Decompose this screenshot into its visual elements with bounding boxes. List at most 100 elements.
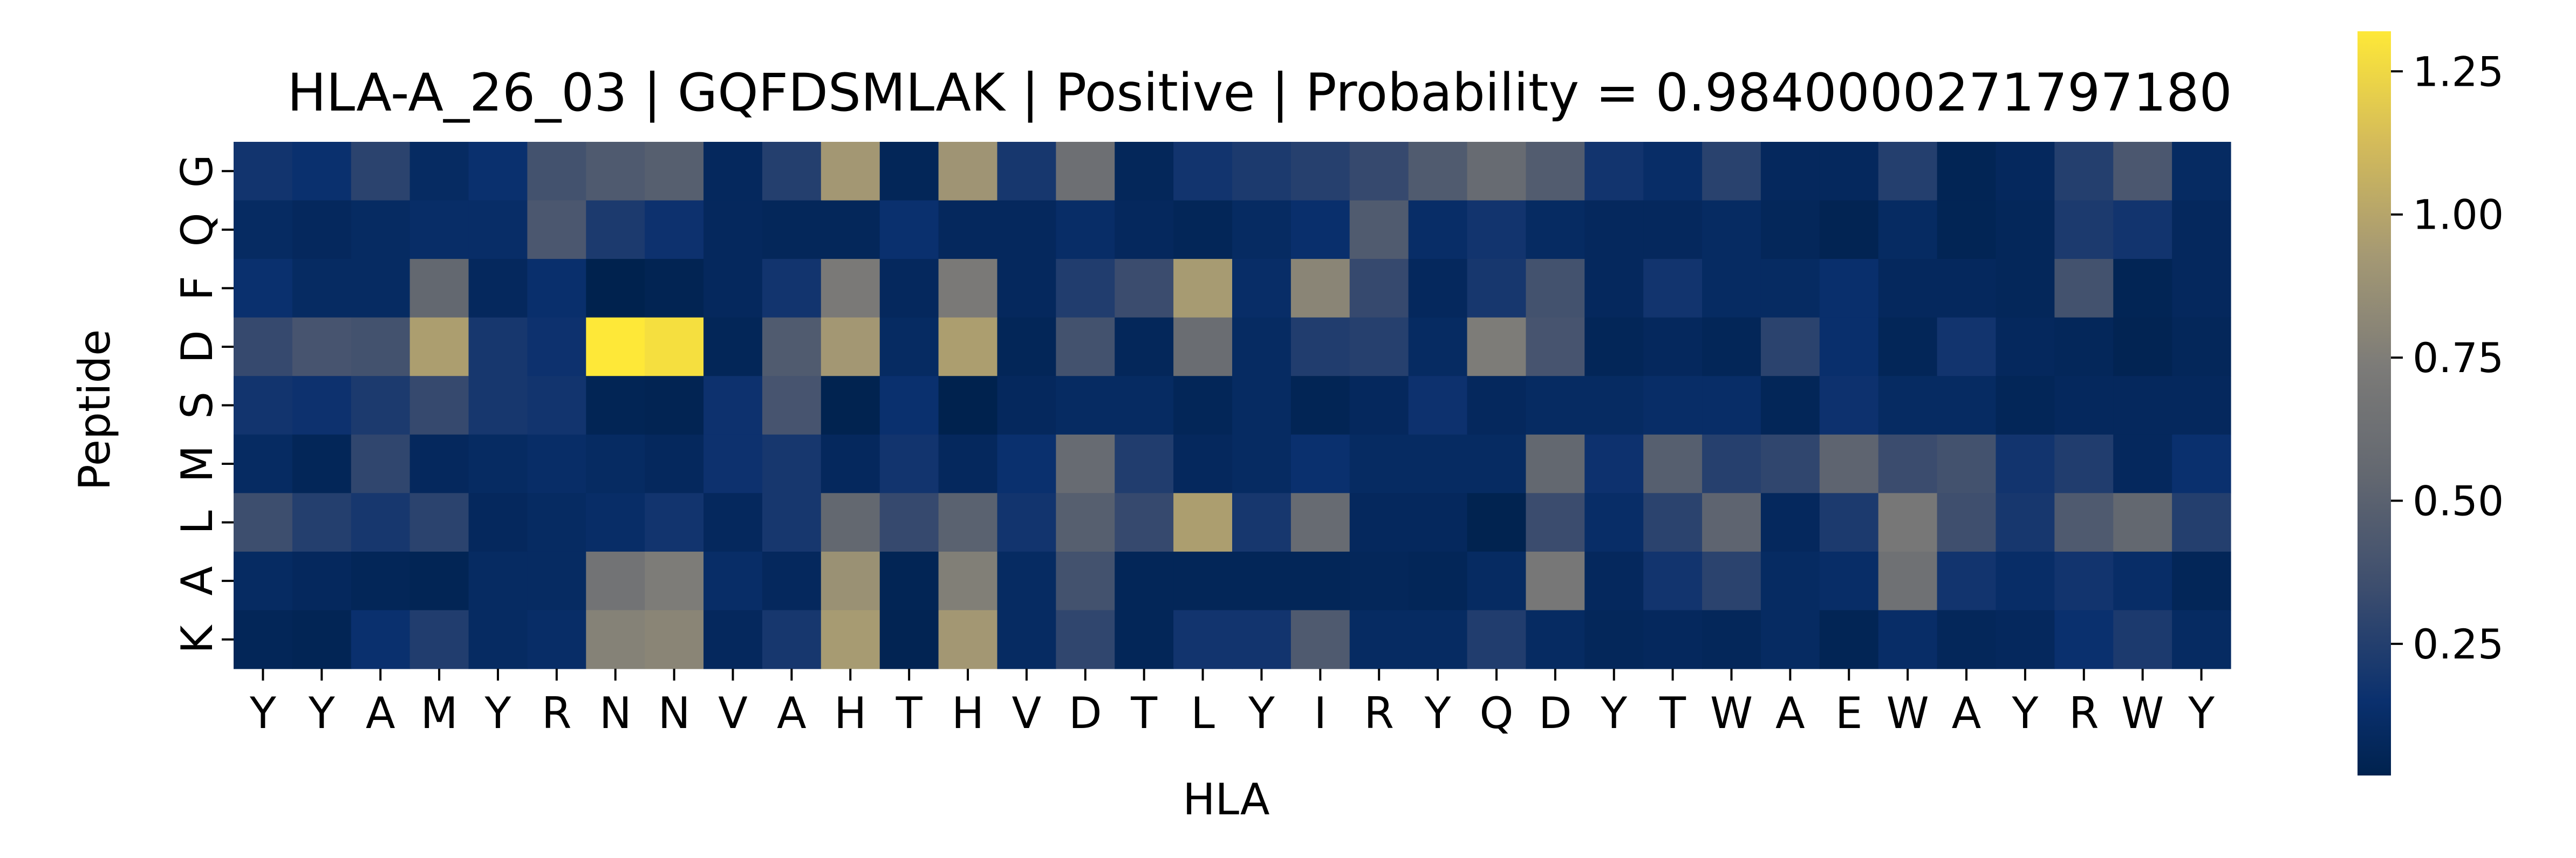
heatmap-cell: [879, 610, 939, 669]
heatmap-cell: [762, 259, 822, 318]
heatmap-cell: [2172, 434, 2231, 493]
heatmap-cell: [468, 142, 528, 201]
heatmap-cell: [409, 493, 469, 552]
heatmap-cell: [1467, 376, 1527, 435]
heatmap-cell: [1349, 376, 1409, 435]
heatmap-cell: [2172, 200, 2231, 259]
heatmap-cell: [1232, 376, 1292, 435]
y-tick-label: A: [172, 566, 222, 596]
heatmap-cell: [1467, 610, 1527, 669]
heatmap-cell: [938, 317, 998, 376]
heatmap-cell: [821, 200, 880, 259]
heatmap-cell: [1760, 610, 1820, 669]
heatmap-cell: [1349, 434, 1409, 493]
heatmap-cell: [1232, 434, 1292, 493]
heatmap-cell: [1878, 376, 1938, 435]
heatmap-cell: [1232, 259, 1292, 318]
heatmap-cell: [1819, 200, 1879, 259]
heatmap-cell: [997, 200, 1056, 259]
heatmap-cell: [645, 610, 704, 669]
heatmap-cell: [1584, 434, 1644, 493]
heatmap-cell: [2113, 317, 2172, 376]
heatmap-cell: [997, 493, 1056, 552]
heatmap-cell: [997, 551, 1056, 611]
heatmap-cell: [821, 493, 880, 552]
heatmap-cell: [645, 142, 704, 201]
heatmap-cell: [1056, 317, 1115, 376]
colorbar-tick-label: 1.25: [2413, 47, 2504, 95]
heatmap-cell: [938, 259, 998, 318]
heatmap-cell: [762, 200, 822, 259]
heatmap-cell: [938, 142, 998, 201]
heatmap-cell: [1232, 551, 1292, 611]
heatmap-cell: [938, 200, 998, 259]
colorbar-tick-label: 0.25: [2413, 620, 2504, 668]
heatmap-cell: [1937, 317, 1997, 376]
x-tick-label: N: [658, 688, 691, 738]
heatmap-cell: [292, 200, 352, 259]
heatmap-cell: [645, 551, 704, 611]
heatmap-cell: [703, 493, 763, 552]
heatmap-cell: [1878, 317, 1938, 376]
heatmap-cell: [1878, 200, 1938, 259]
heatmap-cell: [1760, 376, 1820, 435]
heatmap-cell: [703, 434, 763, 493]
heatmap-cell: [527, 376, 586, 435]
heatmap-cell: [762, 142, 822, 201]
heatmap-cell: [2113, 551, 2172, 611]
heatmap-cell: [879, 142, 939, 201]
heatmap-cell: [1643, 259, 1703, 318]
heatmap-cell: [997, 376, 1056, 435]
heatmap-cell: [1467, 142, 1527, 201]
heatmap-cell: [586, 493, 645, 552]
heatmap-cell: [1349, 259, 1409, 318]
heatmap-cell: [1702, 259, 1761, 318]
heatmap-cell: [1996, 259, 2055, 318]
heatmap-cell: [2172, 551, 2231, 611]
heatmap-cells: [234, 142, 2231, 669]
heatmap-cell: [2113, 434, 2172, 493]
x-tick-label: R: [2069, 688, 2099, 738]
heatmap-cell: [234, 259, 293, 318]
heatmap-cell: [1056, 200, 1115, 259]
heatmap-cell: [1878, 259, 1938, 318]
x-tick-label: Y: [308, 688, 336, 738]
heatmap-cell: [234, 434, 293, 493]
heatmap-cell: [1760, 317, 1820, 376]
heatmap-cell: [1115, 317, 1174, 376]
heatmap-cell: [2054, 493, 2114, 552]
heatmap-cell: [1290, 551, 1350, 611]
heatmap-cell: [351, 259, 411, 318]
x-tick-label: T: [1130, 688, 1158, 738]
heatmap-cell: [468, 493, 528, 552]
heatmap-cell: [703, 551, 763, 611]
heatmap-cell: [1232, 610, 1292, 669]
heatmap-cell: [1643, 376, 1703, 435]
x-tick-label: W: [2121, 688, 2164, 738]
x-tick-label: D: [1539, 688, 1572, 738]
heatmap-cell: [1760, 551, 1820, 611]
y-tick-label: M: [172, 445, 222, 483]
heatmap-cell: [1584, 551, 1644, 611]
heatmap-cell: [997, 317, 1056, 376]
heatmap-cell: [1408, 493, 1468, 552]
heatmap-cell: [292, 376, 352, 435]
heatmap-cell: [409, 317, 469, 376]
x-tick-label: V: [1012, 688, 1042, 738]
heatmap-cell: [1878, 493, 1938, 552]
x-tick-label: T: [1659, 688, 1686, 738]
heatmap-cell: [2054, 376, 2114, 435]
heatmap-cell: [409, 610, 469, 669]
heatmap-cell: [1408, 259, 1468, 318]
x-tick-label: Y: [1600, 688, 1628, 738]
heatmap-cell: [292, 434, 352, 493]
x-tick-label: M: [421, 688, 458, 738]
heatmap-cell: [1643, 142, 1703, 201]
heatmap-cell: [1996, 610, 2055, 669]
heatmap-cell: [1290, 493, 1350, 552]
heatmap-cell: [703, 376, 763, 435]
heatmap-cell: [351, 551, 411, 611]
heatmap-cell: [1056, 434, 1115, 493]
heatmap-cell: [2054, 610, 2114, 669]
